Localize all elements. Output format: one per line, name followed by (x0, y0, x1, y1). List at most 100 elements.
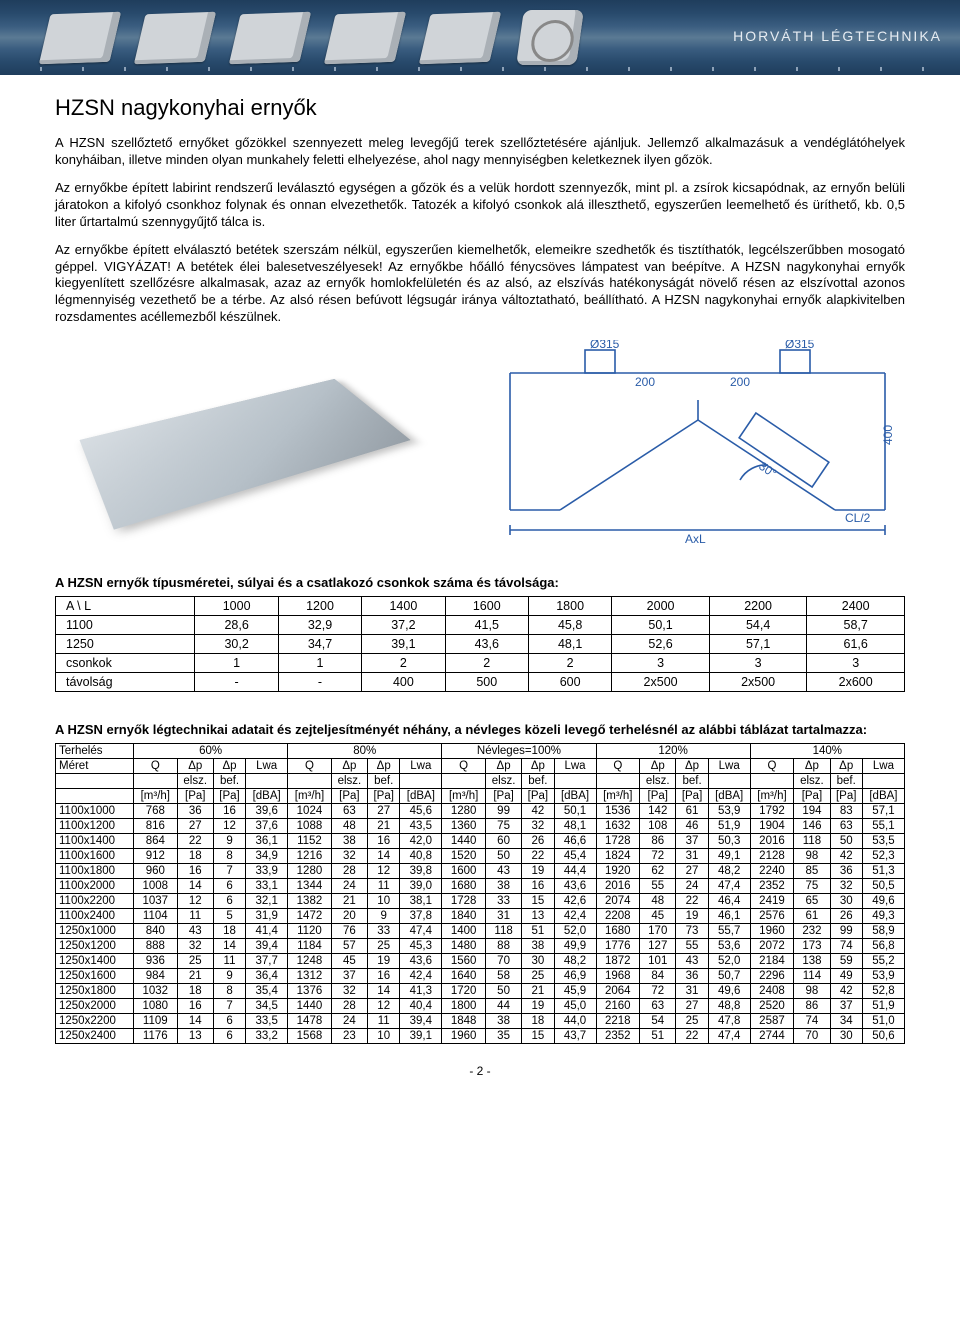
table-cell: 50,6 (862, 1029, 904, 1044)
table-row: távolság--4005006002x5002x5002x600 (56, 673, 905, 692)
table-cell: 912 (134, 849, 178, 864)
table-cell: 39,1 (362, 635, 445, 654)
table-header-cell: 2000 (612, 597, 710, 616)
table-cell: 34,7 (278, 635, 361, 654)
table-cell: 39,1 (400, 1029, 442, 1044)
table-cell: 65 (794, 894, 830, 909)
table-cell: Δp (331, 759, 367, 774)
table-cell: 1100x1400 (56, 834, 134, 849)
table-cell: [m³/h] (442, 789, 486, 804)
table-cell: 19 (676, 909, 708, 924)
table-cell: 1440 (288, 999, 332, 1014)
table-cell: 1250 (56, 635, 195, 654)
table-cell: 960 (134, 864, 178, 879)
table-row: 1250x1800103218835,41376321441,317205021… (56, 984, 905, 999)
table-row: 1250x1200888321439,41184572545,314808838… (56, 939, 905, 954)
svg-text:CL/2: CL/2 (845, 511, 871, 525)
table-cell: [Pa] (676, 789, 708, 804)
table-cell (56, 774, 134, 789)
table-cell: 22 (522, 849, 554, 864)
table-cell: 12 (368, 999, 400, 1014)
table-cell: 2208 (596, 909, 640, 924)
table-cell: 33,5 (246, 1014, 288, 1029)
table-cell: 57,1 (862, 804, 904, 819)
table-cell: 25 (522, 969, 554, 984)
page-title: HZSN nagykonyhai ernyők (55, 95, 905, 121)
table-cell: 63 (830, 819, 862, 834)
table-cell: elsz. (331, 774, 367, 789)
table-cell: 120% (596, 744, 750, 759)
table-cell: 51 (522, 924, 554, 939)
table-cell: távolság (56, 673, 195, 692)
table-cell: 28,6 (195, 616, 278, 635)
table-cell: 23 (331, 1029, 367, 1044)
table-cell: 37,7 (246, 954, 288, 969)
table-cell: 46,6 (554, 834, 596, 849)
table-cell: 13 (522, 909, 554, 924)
table-cell: 46 (676, 819, 708, 834)
table-cell: 55,2 (862, 954, 904, 969)
table-cell: 51,3 (862, 864, 904, 879)
table-cell: 28 (331, 999, 367, 1014)
table-cell: 36,4 (246, 969, 288, 984)
table-cell: 39,0 (400, 879, 442, 894)
table-cell: 1872 (596, 954, 640, 969)
table-cell: 1720 (442, 984, 486, 999)
table-cell: 24 (676, 879, 708, 894)
table-cell: 43,6 (445, 635, 528, 654)
table-cell: 50,3 (708, 834, 750, 849)
table-cell: elsz. (485, 774, 521, 789)
table-cell: 138 (794, 954, 830, 969)
type-sizes-table: A \ L10001200140016001800200022002400110… (55, 596, 905, 692)
table-cell: 11 (368, 879, 400, 894)
table-cell: 48,1 (528, 635, 611, 654)
table-row: 1250x2400117613633,21568231039,119603515… (56, 1029, 905, 1044)
table-cell: 83 (830, 804, 862, 819)
table-cell: Δp (485, 759, 521, 774)
table-cell: 10 (368, 1029, 400, 1044)
table-cell: 70 (794, 1029, 830, 1044)
table-row: 1250x2200110914633,51478241139,418483818… (56, 1014, 905, 1029)
table-cell: 36 (676, 969, 708, 984)
table-cell: 44 (485, 999, 521, 1014)
table-cell: 1960 (442, 1029, 486, 1044)
table-cell: 32 (522, 819, 554, 834)
table-cell: 38 (485, 1014, 521, 1029)
table-cell: 173 (794, 939, 830, 954)
table-cell: 1440 (442, 834, 486, 849)
table-cell: 1824 (596, 849, 640, 864)
table-cell: 45,6 (400, 804, 442, 819)
table-cell: 48 (640, 894, 676, 909)
table-cell: Δp (830, 759, 862, 774)
table-cell: Névleges=100% (442, 744, 596, 759)
table-cell: 37 (830, 999, 862, 1014)
table-cell: 12 (213, 819, 245, 834)
table-cell: 30 (522, 954, 554, 969)
table-cell: 2352 (750, 879, 794, 894)
table-cell: 50 (830, 834, 862, 849)
table-cell: 1800 (442, 999, 486, 1014)
table-cell: 1728 (596, 834, 640, 849)
table-cell: 1 (195, 654, 278, 673)
table-cell: 45,4 (554, 849, 596, 864)
table-cell: 37 (331, 969, 367, 984)
table-cell: Δp (368, 759, 400, 774)
table-row: 1100x180096016733,91280281239,8160043194… (56, 864, 905, 879)
table-cell: 41,4 (246, 924, 288, 939)
table-cell: Δp (177, 759, 213, 774)
table-cell (288, 774, 332, 789)
table-row: 1100x1000768361639,61024632745,612809942… (56, 804, 905, 819)
table-cell: 1248 (288, 954, 332, 969)
table-cell: 146 (794, 819, 830, 834)
table-cell: 1250x2200 (56, 1014, 134, 1029)
table-cell: 45 (640, 909, 676, 924)
table-cell: 35 (485, 1029, 521, 1044)
table-cell: [dBA] (554, 789, 596, 804)
table-cell: 840 (134, 924, 178, 939)
table-row: 125030,234,739,143,648,152,657,161,6 (56, 635, 905, 654)
table-cell: 36 (177, 804, 213, 819)
table-cell: 73 (676, 924, 708, 939)
table-row: 1250x1000840431841,41120763347,414001185… (56, 924, 905, 939)
table-cell: Q (134, 759, 178, 774)
table-cell: 1904 (750, 819, 794, 834)
